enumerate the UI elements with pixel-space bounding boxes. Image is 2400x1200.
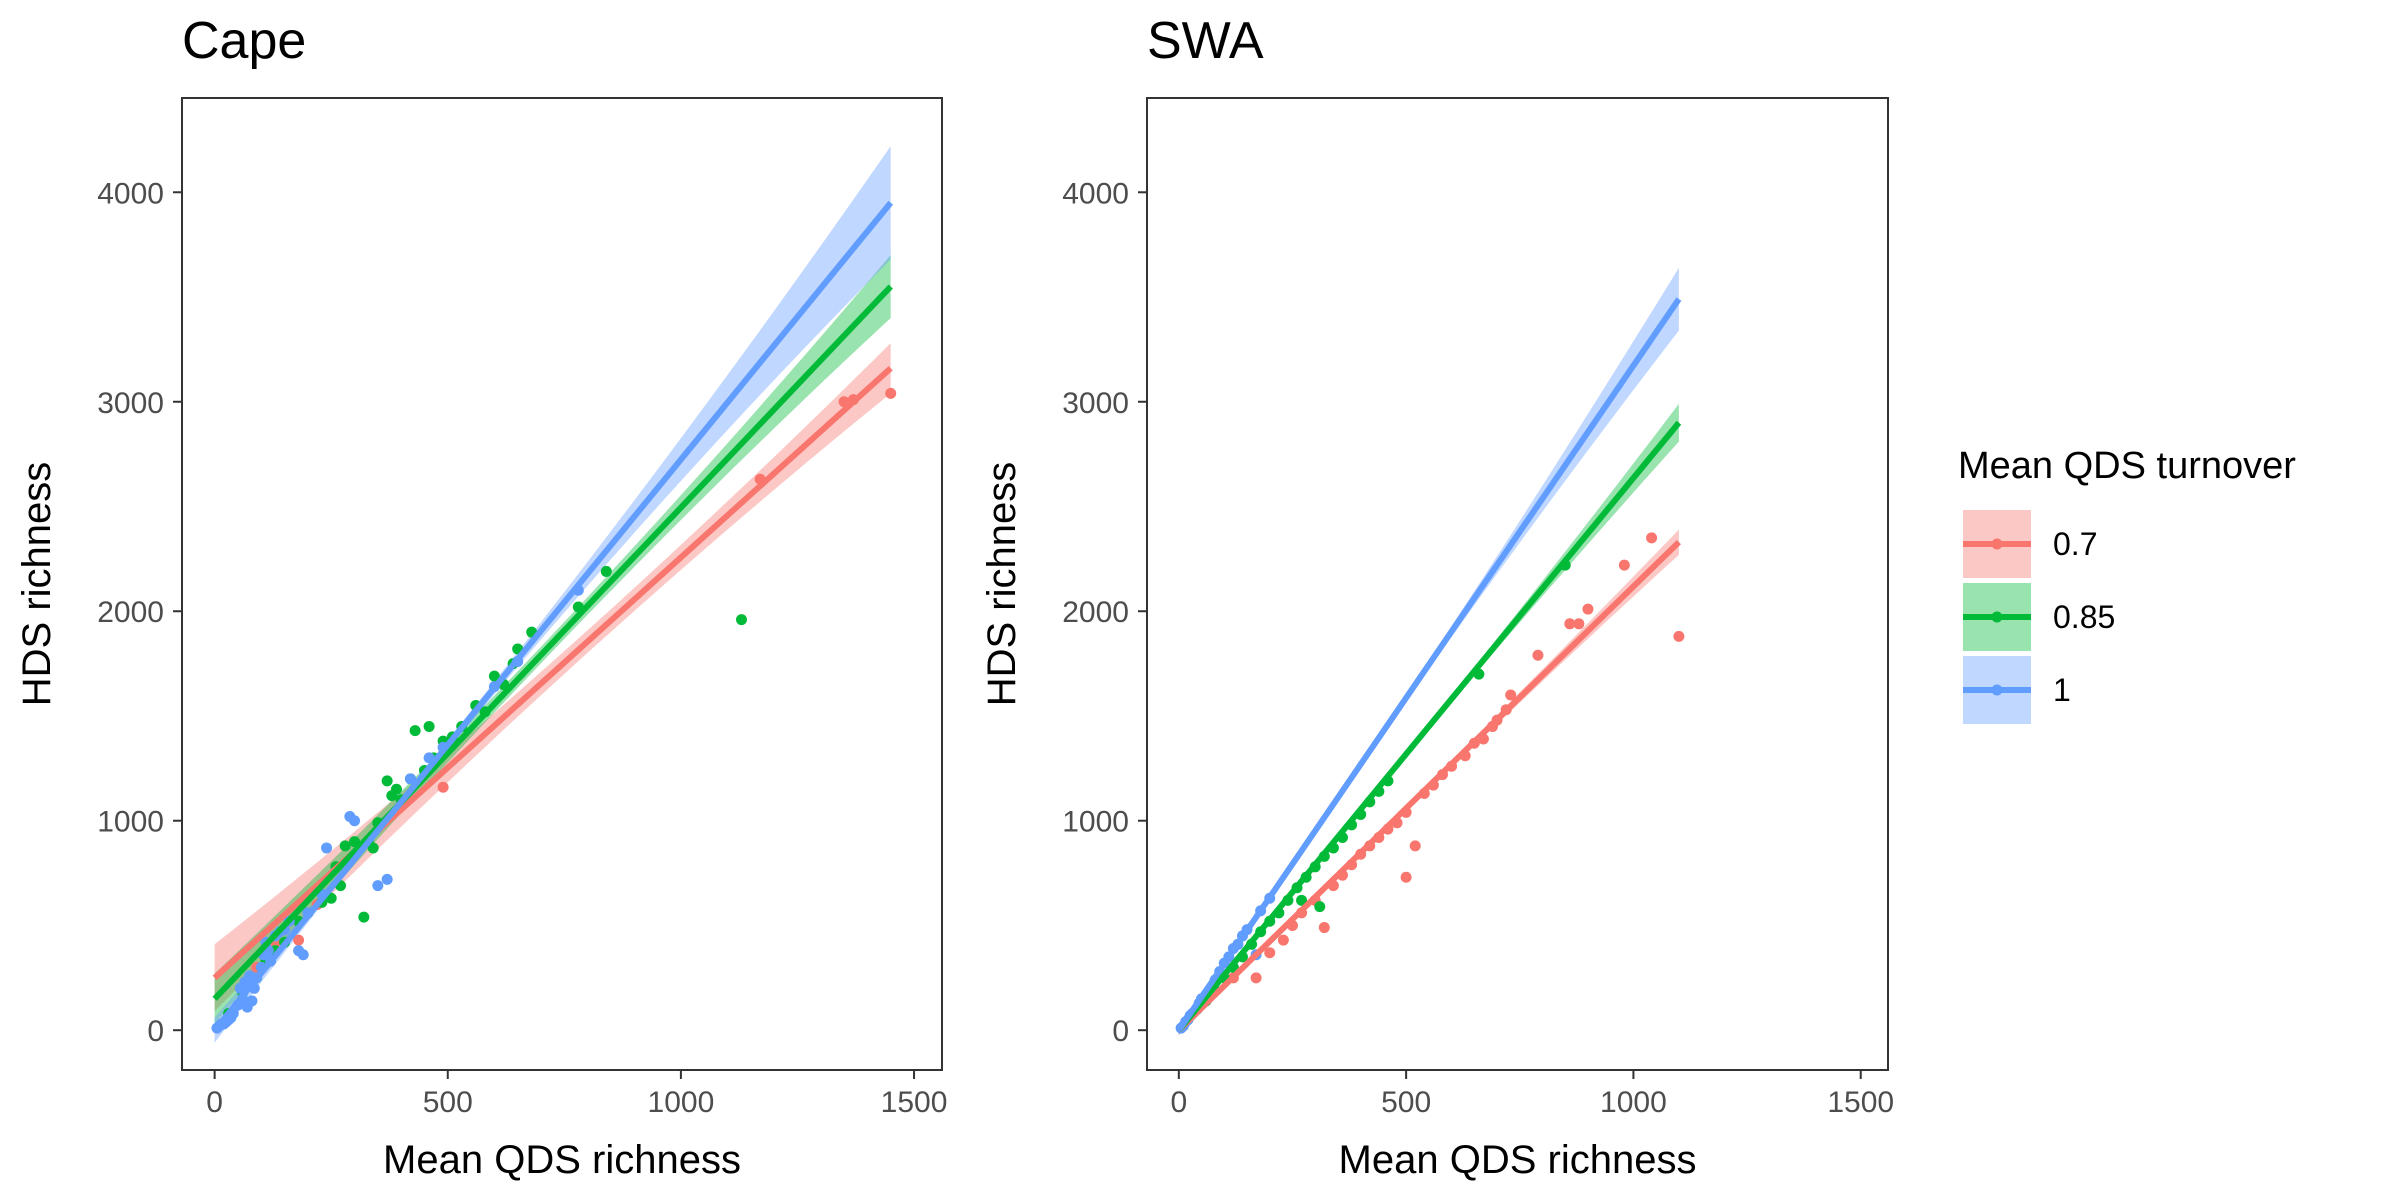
data-point-cape-1-34 (381, 873, 393, 885)
data-point-cape-1-35 (404, 773, 416, 785)
data-point-swa-0-7-34 (1618, 559, 1630, 571)
legend-label-0-85: 0.85 (2053, 599, 2115, 635)
data-point-cape-1-33 (372, 880, 384, 892)
data-point-swa-0-7-35 (1646, 532, 1658, 544)
y-tick-label-cape-0: 0 (147, 1015, 164, 1048)
y-tick-label-swa-1000: 1000 (1062, 806, 1129, 839)
x-tick-label-cape-1000: 1000 (648, 1086, 715, 1119)
data-point-swa-0-7-29 (1505, 689, 1517, 701)
data-point-cape-0-85-23 (409, 725, 421, 737)
y-axis-label-swa: HDS richness (980, 462, 1024, 707)
data-point-cape-1-14 (246, 995, 258, 1007)
legend-key-point-1 (1991, 684, 2003, 696)
data-point-cape-0-85-32 (488, 670, 500, 682)
x-tick-label-swa-0: 0 (1170, 1086, 1187, 1119)
plot-frame-swa (1146, 97, 1889, 1071)
data-point-swa-0-7-2 (1264, 947, 1276, 959)
y-tick-label-cape-3000: 3000 (97, 387, 164, 420)
legend-key-point-0-85 (1991, 611, 2003, 623)
data-point-cape-0-85-16 (367, 842, 379, 854)
regression-line-swa-0-7 (1176, 539, 1681, 1033)
data-point-cape-0-85-12 (339, 840, 351, 852)
y-tick-label-cape-2000: 2000 (97, 596, 164, 629)
panel-cape: Cape 0 500 1000 1500 0 1000 2000 3000 4000 Mean QD… (15, 12, 947, 1182)
data-point-cape-0-7-5 (885, 387, 897, 399)
data-point-swa-0-7-1 (1250, 972, 1262, 984)
x-tick-label-cape-500: 500 (423, 1086, 473, 1119)
legend-item-1: 1 (1963, 656, 2071, 724)
data-point-swa-0-85-15 (1314, 901, 1326, 913)
data-point-cape-1-30 (321, 842, 333, 854)
x-tick-label-swa-1500: 1500 (1827, 1086, 1894, 1119)
confidence-band-cape-0-7 (214, 343, 891, 1012)
y-tick-label-cape-1000: 1000 (97, 806, 164, 839)
data-point-cape-0-85-14 (358, 911, 370, 923)
regression-line-swa-0-85 (1176, 420, 1682, 1033)
x-tick-label-cape-1500: 1500 (881, 1086, 948, 1119)
legend-label-1: 1 (2053, 672, 2071, 708)
data-point-cape-0-85-39 (736, 614, 748, 626)
legend-key-point-0-7 (1991, 538, 2003, 550)
data-point-swa-0-7-36 (1673, 630, 1685, 642)
data-point-cape-0-85-25 (423, 720, 435, 732)
y-axis-label-cape: HDS richness (15, 462, 59, 707)
y-tick-label-swa-4000: 4000 (1062, 177, 1129, 210)
data-point-cape-0-7-1 (437, 781, 449, 793)
y-tick-label-swa-0: 0 (1112, 1015, 1129, 1048)
data-point-swa-0-7-30 (1532, 649, 1544, 661)
x-axis-label-swa: Mean QDS richness (1339, 1138, 1697, 1182)
confidence-band-cape-1 (214, 146, 891, 1043)
x-tick-label-cape-0: 0 (206, 1086, 223, 1119)
data-point-cape-0-85-38 (600, 565, 612, 577)
data-point-swa-0-7-17 (1400, 871, 1412, 883)
panel-title-swa: SWA (1147, 12, 1264, 70)
regression-line-cape-0-85 (212, 284, 893, 1001)
y-tick-label-cape-4000: 4000 (97, 177, 164, 210)
data-point-swa-0-7-18 (1409, 840, 1421, 852)
data-point-cape-1-27 (297, 949, 309, 961)
regression-line-cape-1 (212, 200, 894, 1033)
data-point-swa-0-7-3 (1277, 934, 1289, 946)
data-point-swa-0-7-33 (1582, 603, 1594, 615)
data-point-swa-0-7-7 (1318, 922, 1330, 934)
data-point-cape-1-32 (349, 815, 361, 827)
legend: Mean QDS turnover 0.7 0.85 1 (1958, 445, 2296, 724)
legend-label-0-7: 0.7 (2053, 526, 2097, 562)
data-point-swa-0-85-12 (1296, 894, 1308, 906)
data-point-cape-0-85-20 (390, 783, 402, 795)
regression-line-swa-1 (1176, 297, 1682, 1032)
legend-title: Mean QDS turnover (1958, 445, 2296, 487)
panel-title-cape: Cape (182, 12, 306, 70)
legend-item-0-7: 0.7 (1963, 510, 2097, 578)
data-point-swa-0-7-31 (1564, 618, 1576, 630)
panel-swa: SWA 0 500 1000 1500 0 1000 2000 3000 4000 Mean QDS… (980, 12, 1894, 1182)
x-tick-label-swa-500: 500 (1381, 1086, 1431, 1119)
y-tick-label-swa-3000: 3000 (1062, 387, 1129, 420)
x-tick-label-swa-1000: 1000 (1600, 1086, 1667, 1119)
x-axis-label-cape: Mean QDS richness (383, 1138, 741, 1182)
data-point-cape-0-7-0 (293, 934, 305, 946)
legend-item-0-85: 0.85 (1963, 583, 2115, 651)
data-point-swa-0-7-32 (1573, 618, 1585, 630)
data-point-cape-0-85-18 (381, 775, 393, 787)
y-tick-label-swa-2000: 2000 (1062, 596, 1129, 629)
